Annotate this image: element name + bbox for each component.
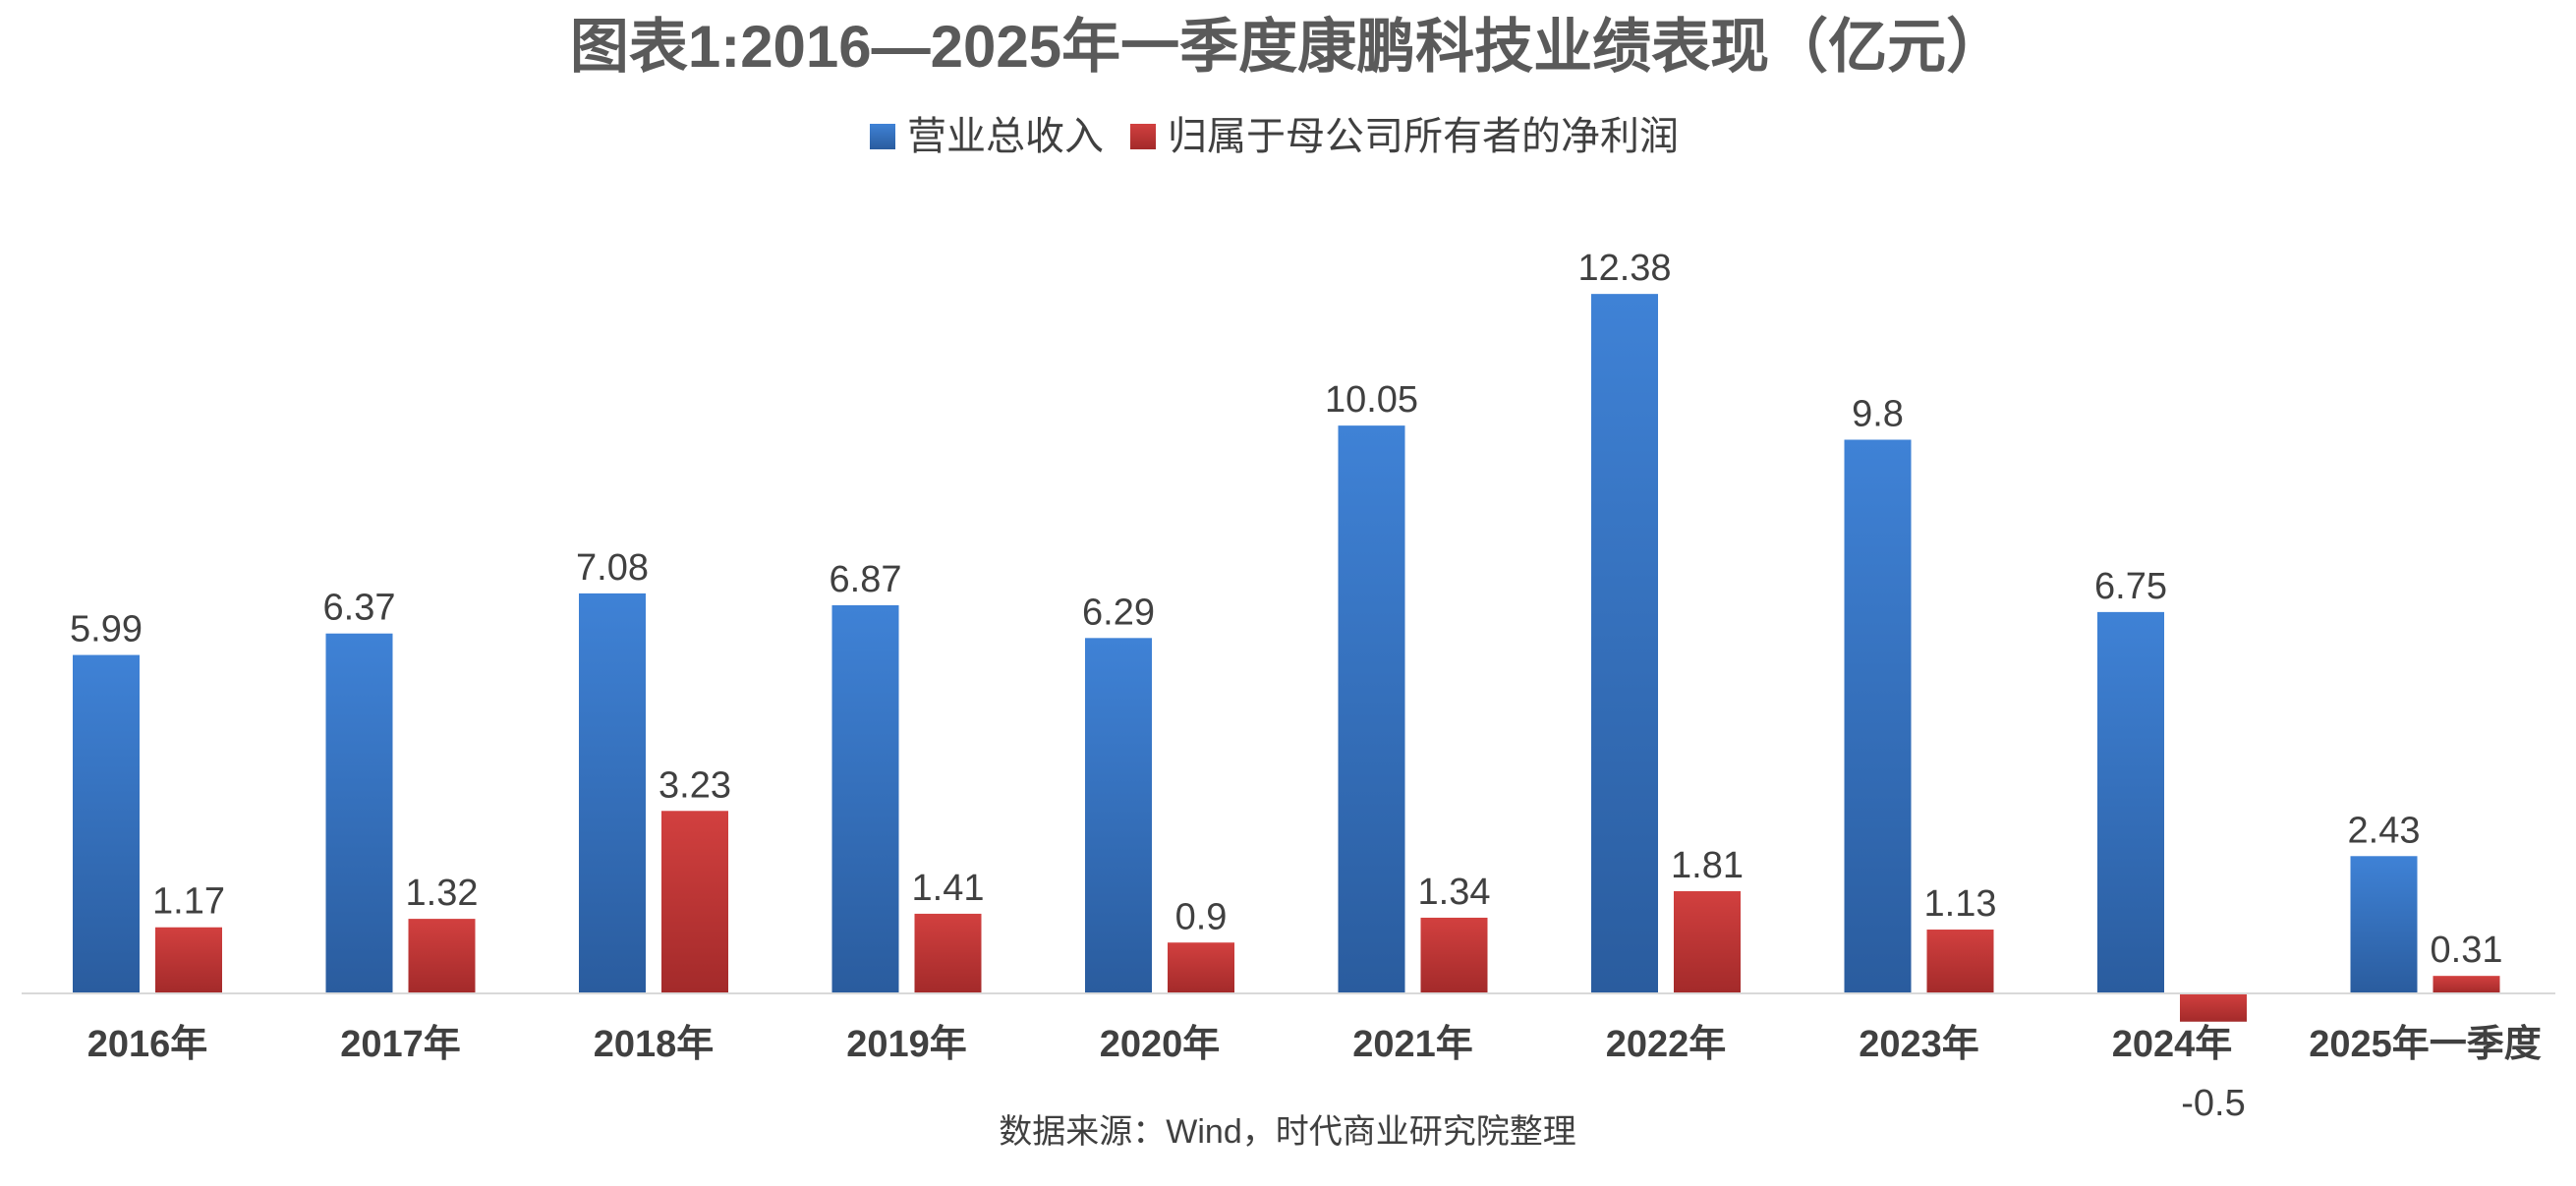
data-label-revenue: 7.08	[576, 547, 649, 589]
data-label-net-profit: 3.23	[658, 764, 731, 806]
bar-revenue	[579, 593, 646, 993]
data-label-revenue: 12.38	[1577, 248, 1671, 289]
bar-revenue	[325, 633, 393, 993]
data-label-net-profit: 1.13	[1924, 883, 1997, 925]
plot-area: 5.99 1.17 2016年 6.37 1.32 2017年 7.08 3.23 2018年 6…	[70, 248, 2542, 1124]
bar-net-profit	[2180, 993, 2247, 1022]
x-tick-label: 2016年	[87, 1024, 208, 1065]
bar-net-profit	[1168, 942, 1234, 993]
data-label-revenue: 5.99	[70, 609, 143, 650]
data-label-net-profit: 0.31	[2431, 930, 2503, 971]
bar-revenue	[73, 654, 140, 993]
bar-net-profit	[1926, 930, 1994, 993]
data-label-revenue: 9.8	[1852, 394, 1904, 435]
x-tick-label: 2020年	[1100, 1024, 1221, 1065]
bar-revenue	[1338, 425, 1405, 993]
bar-revenue	[1085, 638, 1152, 993]
x-tick-label: 2025年一季度	[2309, 1024, 2542, 1065]
x-tick-label: 2023年	[1859, 1024, 1979, 1065]
data-label-revenue: 6.29	[1082, 592, 1155, 633]
bar-net-profit	[914, 913, 982, 993]
data-label-revenue: 10.05	[1325, 379, 1418, 421]
legend-swatch-net-profit	[1130, 124, 1156, 149]
bar-revenue	[1591, 294, 1658, 993]
source-note: 数据来源：Wind，时代商业研究院整理	[999, 1113, 1575, 1151]
bar-net-profit	[1674, 890, 1741, 993]
x-tick-label: 2017年	[340, 1024, 461, 1065]
data-label-revenue: 6.37	[323, 588, 396, 629]
legend-swatch-revenue	[870, 124, 895, 149]
data-label-revenue: 2.43	[2348, 810, 2421, 851]
data-label-net-profit: 0.9	[1175, 896, 1228, 937]
bar-revenue	[2350, 856, 2418, 993]
data-label-revenue: 6.87	[830, 559, 902, 600]
bar-revenue	[2097, 611, 2164, 993]
data-label-net-profit: 1.41	[912, 868, 985, 909]
data-label-net-profit: -0.5	[2181, 1083, 2245, 1124]
bar-net-profit	[1420, 917, 1488, 993]
legend-label-revenue: 营业总收入	[907, 115, 1104, 158]
legend-label-net-profit: 归属于母公司所有者的净利润	[1168, 115, 1679, 158]
data-label-net-profit: 1.81	[1671, 845, 1744, 886]
x-tick-label: 2021年	[1352, 1024, 1473, 1065]
x-tick-label: 2022年	[1606, 1024, 1727, 1065]
bar-net-profit	[155, 927, 222, 993]
bar-revenue	[831, 604, 899, 993]
bar-net-profit	[661, 811, 728, 993]
bar-net-profit	[408, 919, 476, 993]
bar-revenue	[1844, 439, 1912, 993]
x-tick-label: 2024年	[2112, 1024, 2233, 1065]
x-tick-label: 2018年	[594, 1024, 715, 1065]
data-label-revenue: 6.75	[2094, 566, 2167, 607]
data-label-net-profit: 1.32	[406, 873, 479, 914]
data-label-net-profit: 1.17	[152, 881, 225, 923]
chart-title: 图表1:2016—2025年一季度康鹏科技业绩表现（亿元）	[570, 14, 2005, 80]
bar-net-profit	[2433, 976, 2500, 993]
data-label-net-profit: 1.34	[1418, 872, 1491, 913]
legend: 营业总收入 归属于母公司所有者的净利润	[870, 115, 1679, 158]
x-tick-label: 2019年	[846, 1024, 967, 1065]
